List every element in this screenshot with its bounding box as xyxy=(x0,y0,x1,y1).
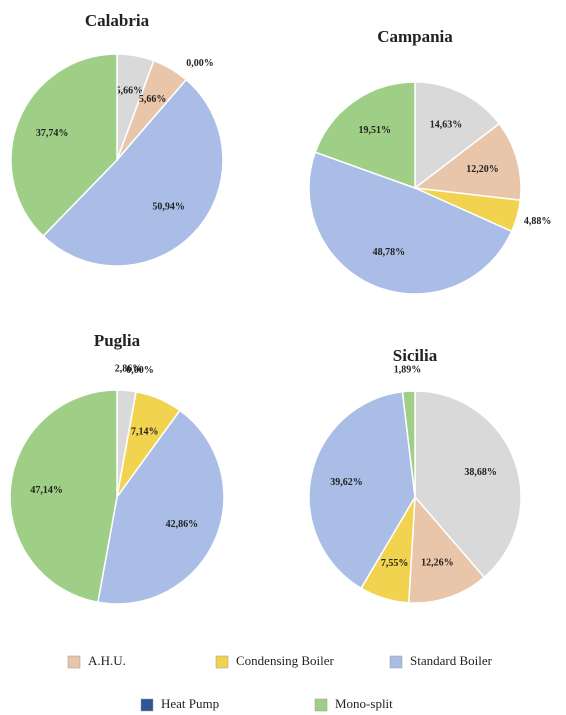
value-label: 7,55% xyxy=(381,558,409,569)
chart-title: Calabria xyxy=(85,11,150,30)
pie-slice xyxy=(414,390,522,579)
chart-title: Puglia xyxy=(94,331,141,350)
legend-label: Standard Boiler xyxy=(410,653,493,668)
legend-swatch xyxy=(67,655,81,669)
value-label: 7,14% xyxy=(131,426,159,437)
chart-title: Sicilia xyxy=(393,346,438,365)
pie-slice xyxy=(42,78,224,267)
pie-slice xyxy=(308,390,416,590)
value-label: 0,00% xyxy=(126,365,154,376)
legend-label: Condensing Boiler xyxy=(236,653,335,668)
value-label: 5,66% xyxy=(116,85,144,96)
legend-label: Heat Pump xyxy=(161,696,219,711)
pie-slice xyxy=(413,122,522,201)
value-label: 5,66% xyxy=(139,94,167,105)
value-label: 12,20% xyxy=(466,164,499,175)
legend-swatch xyxy=(314,698,328,712)
value-label: 48,78% xyxy=(373,247,406,258)
value-label: 2,86% xyxy=(115,363,143,374)
value-label: 4,88% xyxy=(524,216,552,227)
legend-label: A.H.U. xyxy=(88,653,126,668)
pie-slice xyxy=(97,409,225,605)
pie-slice xyxy=(401,390,416,498)
legend-swatch xyxy=(389,655,403,669)
chart-title: Campania xyxy=(377,27,453,46)
value-label: 1,89% xyxy=(394,364,422,375)
pie-slice xyxy=(10,53,118,238)
value-label: 50,94% xyxy=(152,202,185,213)
pie-slice xyxy=(314,81,416,190)
value-label: 19,51% xyxy=(359,125,392,136)
value-label: 42,86% xyxy=(166,519,199,530)
legend-swatch xyxy=(215,655,229,669)
value-label: 14,63% xyxy=(430,120,463,131)
value-label: 0,00% xyxy=(186,58,214,69)
pie-slice xyxy=(308,151,513,295)
value-label: 38,68% xyxy=(464,467,497,478)
legend-swatch xyxy=(140,698,154,712)
pie-slice xyxy=(9,389,118,604)
value-label: 12,26% xyxy=(421,558,454,569)
value-label: 39,62% xyxy=(330,477,363,488)
pie-slice xyxy=(414,81,501,190)
pie-slice xyxy=(407,495,486,604)
legend-label: Mono-split xyxy=(335,696,393,711)
value-label: 47,14% xyxy=(30,485,63,496)
value-label: 37,74% xyxy=(36,128,69,139)
